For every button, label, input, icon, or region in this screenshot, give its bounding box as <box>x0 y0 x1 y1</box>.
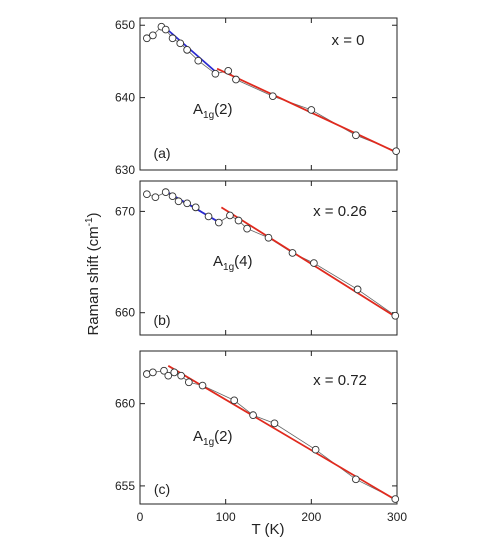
y-tick-label: 670 <box>115 204 135 218</box>
data-point <box>243 224 251 233</box>
y-tick-label: 650 <box>115 18 135 32</box>
data-point <box>310 259 318 267</box>
data-point <box>224 66 233 75</box>
composition-label: x = 0.26 <box>313 203 367 220</box>
panel-3: 655 660 0 100 200 300 (c) x = 0.72 A1g(2) <box>115 350 407 524</box>
data-point <box>194 56 203 65</box>
x-axis-title: T (K) <box>251 521 284 538</box>
data-point <box>170 368 179 377</box>
mode-label: A1g(2) <box>193 101 232 121</box>
data-point <box>149 31 157 40</box>
data-point <box>168 34 177 43</box>
data-point <box>161 188 170 196</box>
y-tick-label: 640 <box>115 91 135 105</box>
panels: 630 640 650 (a) x = 0 A1g(2) 660 670 (b) x = 0.26… <box>115 17 407 524</box>
composition-label: x = 0 <box>332 32 365 49</box>
fit-line-2 <box>216 67 398 154</box>
data-point <box>191 203 200 212</box>
y-tick-label: 660 <box>115 306 135 320</box>
y-axis-title-close: ) <box>85 212 102 217</box>
data-point <box>160 366 168 375</box>
mode-label: A1g(4) <box>213 253 252 273</box>
panel-label: (a) <box>153 145 170 161</box>
plot-frame <box>139 17 398 171</box>
data-point <box>249 411 257 420</box>
data-point <box>183 45 191 54</box>
data-point <box>211 69 220 78</box>
data-point <box>164 371 173 380</box>
data-point <box>143 34 151 43</box>
y-axis-title: Raman shift (cm-1) <box>84 212 102 335</box>
panel-label: (c) <box>154 481 170 497</box>
data-point <box>230 396 239 405</box>
data-point <box>176 39 185 48</box>
y-tick-label: 660 <box>115 397 135 411</box>
data-point <box>143 190 151 199</box>
x-tick-label: 100 <box>216 510 236 524</box>
fit-line-2 <box>220 206 398 319</box>
data-point <box>288 249 297 257</box>
x-tick-label: 0 <box>137 510 144 524</box>
data-point <box>391 495 400 503</box>
data-point <box>268 92 277 101</box>
mode-label: A1g(2) <box>193 428 232 448</box>
data-point <box>214 218 223 227</box>
x-tick-label: 200 <box>301 510 321 524</box>
x-tick-label: 300 <box>387 510 407 524</box>
data-point <box>270 419 279 428</box>
data-point <box>177 371 185 380</box>
data-point <box>151 193 160 202</box>
data-point <box>183 199 191 208</box>
data-point <box>161 25 170 34</box>
data-point <box>391 311 400 320</box>
y-tick-label: 630 <box>115 163 135 177</box>
y-axis-title-main: Raman shift (cm <box>85 226 102 335</box>
data-point <box>311 445 320 454</box>
data-point <box>198 381 207 390</box>
data-point <box>234 216 243 225</box>
data-point <box>168 192 177 201</box>
data-point <box>352 131 360 140</box>
plot-frame <box>139 350 398 505</box>
data-point <box>392 147 400 156</box>
data-point <box>307 106 316 114</box>
data-point <box>232 75 240 84</box>
y-axis-title-sup: -1 <box>84 217 95 226</box>
data-point <box>204 212 213 221</box>
data-point <box>226 211 234 220</box>
composition-label: x = 0.72 <box>313 372 367 389</box>
data-point <box>184 378 193 387</box>
panel-1: 630 640 650 (a) x = 0 A1g(2) <box>115 17 400 177</box>
plot-frame <box>139 180 398 336</box>
panel-2: 660 670 (b) x = 0.26 A1g(4) <box>115 180 400 336</box>
data-point <box>264 233 273 242</box>
y-tick-label: 655 <box>115 479 135 493</box>
data-point <box>352 475 360 484</box>
data-point <box>174 197 183 206</box>
data-point <box>149 368 157 377</box>
data-point <box>353 285 362 294</box>
panel-label: (b) <box>153 312 170 328</box>
